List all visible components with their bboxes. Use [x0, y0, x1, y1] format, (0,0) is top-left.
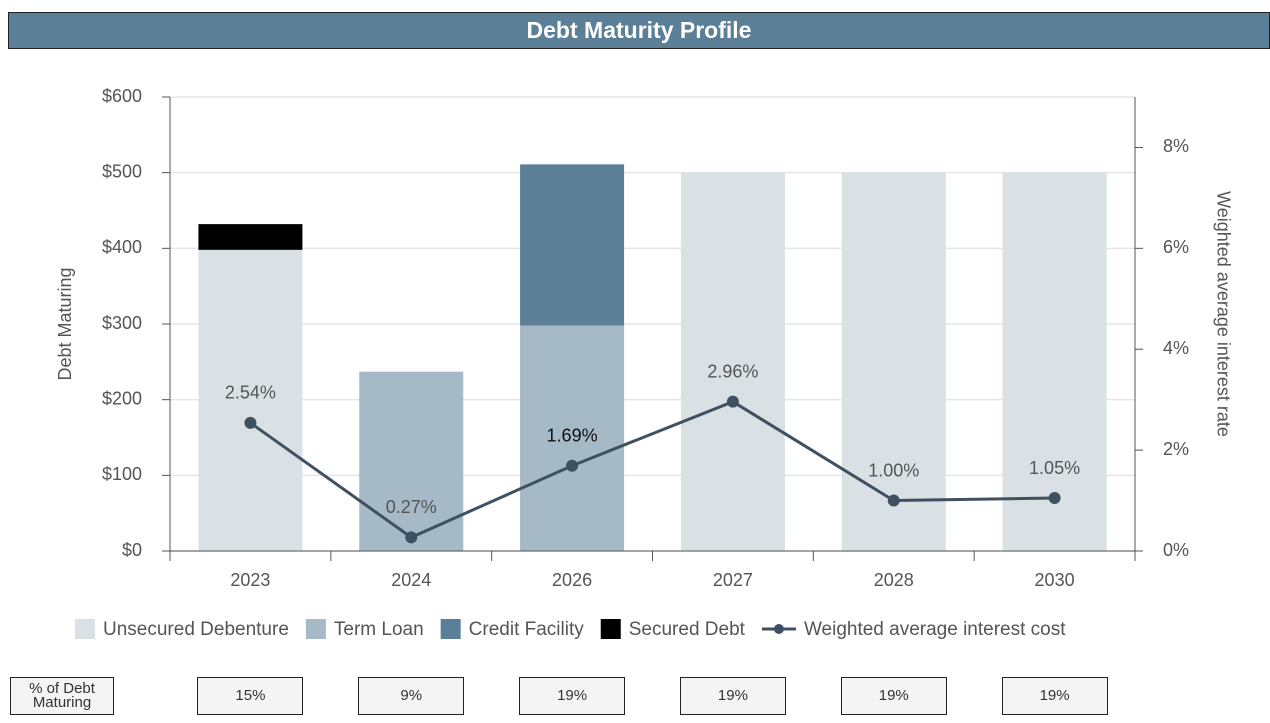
- legend-label: Secured Debt: [629, 619, 746, 640]
- table-cell: 19%: [840, 677, 947, 715]
- data-label: 1.05%: [1029, 458, 1080, 478]
- line-point: [405, 531, 418, 544]
- legend-swatch: [75, 619, 95, 639]
- x-tick-label: 2028: [874, 570, 914, 590]
- legend-swatch: [600, 619, 621, 639]
- table-cell: 19%: [1001, 677, 1108, 715]
- line-point: [887, 494, 900, 507]
- y-tick-label: $300: [102, 313, 142, 333]
- bar: [680, 172, 785, 551]
- data-label: 1.00%: [868, 460, 919, 480]
- x-tick-label: 2026: [552, 570, 592, 590]
- x-tick-label: 2023: [230, 570, 270, 590]
- bar: [1002, 172, 1107, 551]
- legend-swatch: [440, 619, 461, 639]
- y-axis-label: Debt Maturing: [55, 267, 75, 380]
- y-tick-label: $200: [102, 388, 142, 408]
- legend-swatch: [305, 619, 326, 639]
- legend-marker: [773, 624, 784, 634]
- legend-label: Weighted average interest cost: [804, 619, 1066, 640]
- x-tick-label: 2027: [713, 570, 753, 590]
- y2-tick-label: 8%: [1163, 136, 1189, 156]
- y2-axis-label: Weighted average interest rate: [1213, 191, 1233, 437]
- y2-tick-label: 0%: [1163, 540, 1189, 560]
- y-tick-label: $600: [102, 86, 142, 106]
- data-label: 2.96%: [707, 361, 758, 381]
- y-tick-label: $0: [122, 540, 142, 560]
- table-cell: 19%: [679, 677, 786, 715]
- line-point: [726, 395, 739, 408]
- legend-label: Unsecured Debenture: [103, 619, 289, 640]
- y-tick-label: $100: [102, 464, 142, 484]
- y2-tick-label: 2%: [1163, 439, 1189, 459]
- y2-tick-label: 4%: [1163, 338, 1189, 358]
- line-point: [566, 459, 579, 472]
- legend-label: Credit Facility: [469, 619, 585, 640]
- table-label: % of Debt Maturing: [10, 677, 114, 715]
- y2-tick-label: 6%: [1163, 237, 1189, 257]
- legend-label: Term Loan: [334, 619, 424, 640]
- chart-title: Debt Maturity Profile: [8, 12, 1270, 49]
- bar: [359, 371, 464, 551]
- bar: [520, 164, 625, 326]
- table-cell: 19%: [519, 677, 626, 715]
- data-label: 1.69%: [547, 425, 598, 445]
- y-tick-label: $500: [102, 161, 142, 181]
- bar: [520, 325, 625, 551]
- table-cell: 9%: [358, 677, 465, 715]
- y-tick-label: $400: [102, 237, 142, 257]
- table-cell: 15%: [197, 677, 304, 715]
- data-label: 2.54%: [225, 383, 276, 403]
- line-point: [1048, 492, 1061, 505]
- x-tick-label: 2030: [1035, 570, 1075, 590]
- x-tick-label: 2024: [391, 570, 431, 590]
- data-label: 0.27%: [386, 497, 437, 517]
- bar: [198, 224, 303, 250]
- line: [249, 400, 1055, 540]
- line-point: [244, 416, 257, 429]
- bar: [841, 172, 946, 551]
- bar: [198, 249, 303, 551]
